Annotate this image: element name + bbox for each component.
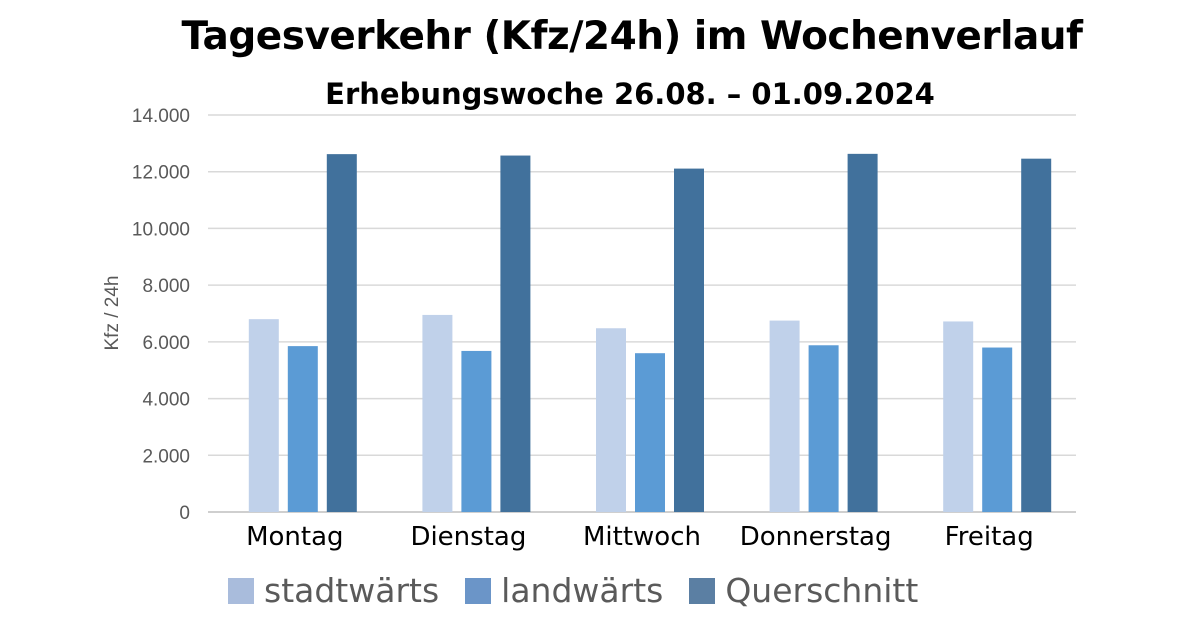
y-tick-label: 12.000 [132, 163, 190, 184]
y-tick-label: 14.000 [132, 106, 190, 127]
y-axis-label: Kfz / 24h [102, 276, 123, 351]
bar-stadtwrts-dienstag [422, 314, 453, 512]
x-tick-label: Mittwoch [583, 522, 701, 552]
bar-querschnitt-mittwoch [674, 168, 704, 512]
legend-item-querschnitt: Querschnitt [689, 568, 918, 614]
y-tick-label: 2.000 [142, 446, 190, 467]
bar-stadtwrts-mittwoch [596, 328, 626, 512]
bar-querschnitt-dienstag [500, 155, 531, 512]
bar-landwrts-mittwoch [635, 353, 665, 512]
legend: stadtwärts landwärts Querschnitt [228, 568, 944, 614]
legend-swatch-querschnitt [689, 578, 716, 604]
legend-swatch-stadtwaerts [228, 578, 254, 604]
y-tick-label: 10.000 [132, 219, 190, 240]
y-tick-label: 4.000 [142, 390, 190, 411]
bar-stadtwrts-freitag [943, 321, 974, 512]
x-tick-label: Montag [246, 522, 343, 552]
bar-querschnitt-donnerstag [847, 153, 878, 512]
bar-stadtwrts-montag [248, 319, 279, 512]
legend-swatch-landwaerts [465, 578, 492, 604]
bar-landwrts-dienstag [461, 350, 492, 512]
x-tick-label: Freitag [945, 522, 1034, 552]
bar-landwrts-freitag [982, 347, 1013, 512]
legend-label-querschnitt: Querschnitt [725, 571, 919, 610]
y-tick-label: 6.000 [142, 333, 190, 354]
chart-title: Tagesverkehr (Kfz/24h) im Wochenverlauf [181, 14, 1083, 59]
x-tick-label: Dienstag [410, 522, 526, 552]
legend-item-stadtwaerts: stadtwärts [228, 568, 439, 614]
chart-subtitle: Erhebungswoche 26.08. – 01.09.2024 [325, 77, 935, 111]
legend-label-stadtwaerts: stadtwärts [264, 571, 440, 610]
bar-querschnitt-freitag [1021, 158, 1052, 513]
legend-item-landwaerts: landwärts [465, 568, 663, 614]
bar-landwrts-montag [287, 346, 318, 512]
bar-landwrts-donnerstag [808, 345, 839, 512]
x-tick-label: Donnerstag [740, 522, 892, 552]
bar-querschnitt-montag [326, 154, 357, 512]
y-tick-label: 0 [179, 503, 190, 524]
y-tick-label: 8.000 [142, 276, 190, 297]
legend-label-landwaerts: landwärts [501, 571, 664, 610]
bar-stadtwrts-donnerstag [769, 320, 800, 512]
